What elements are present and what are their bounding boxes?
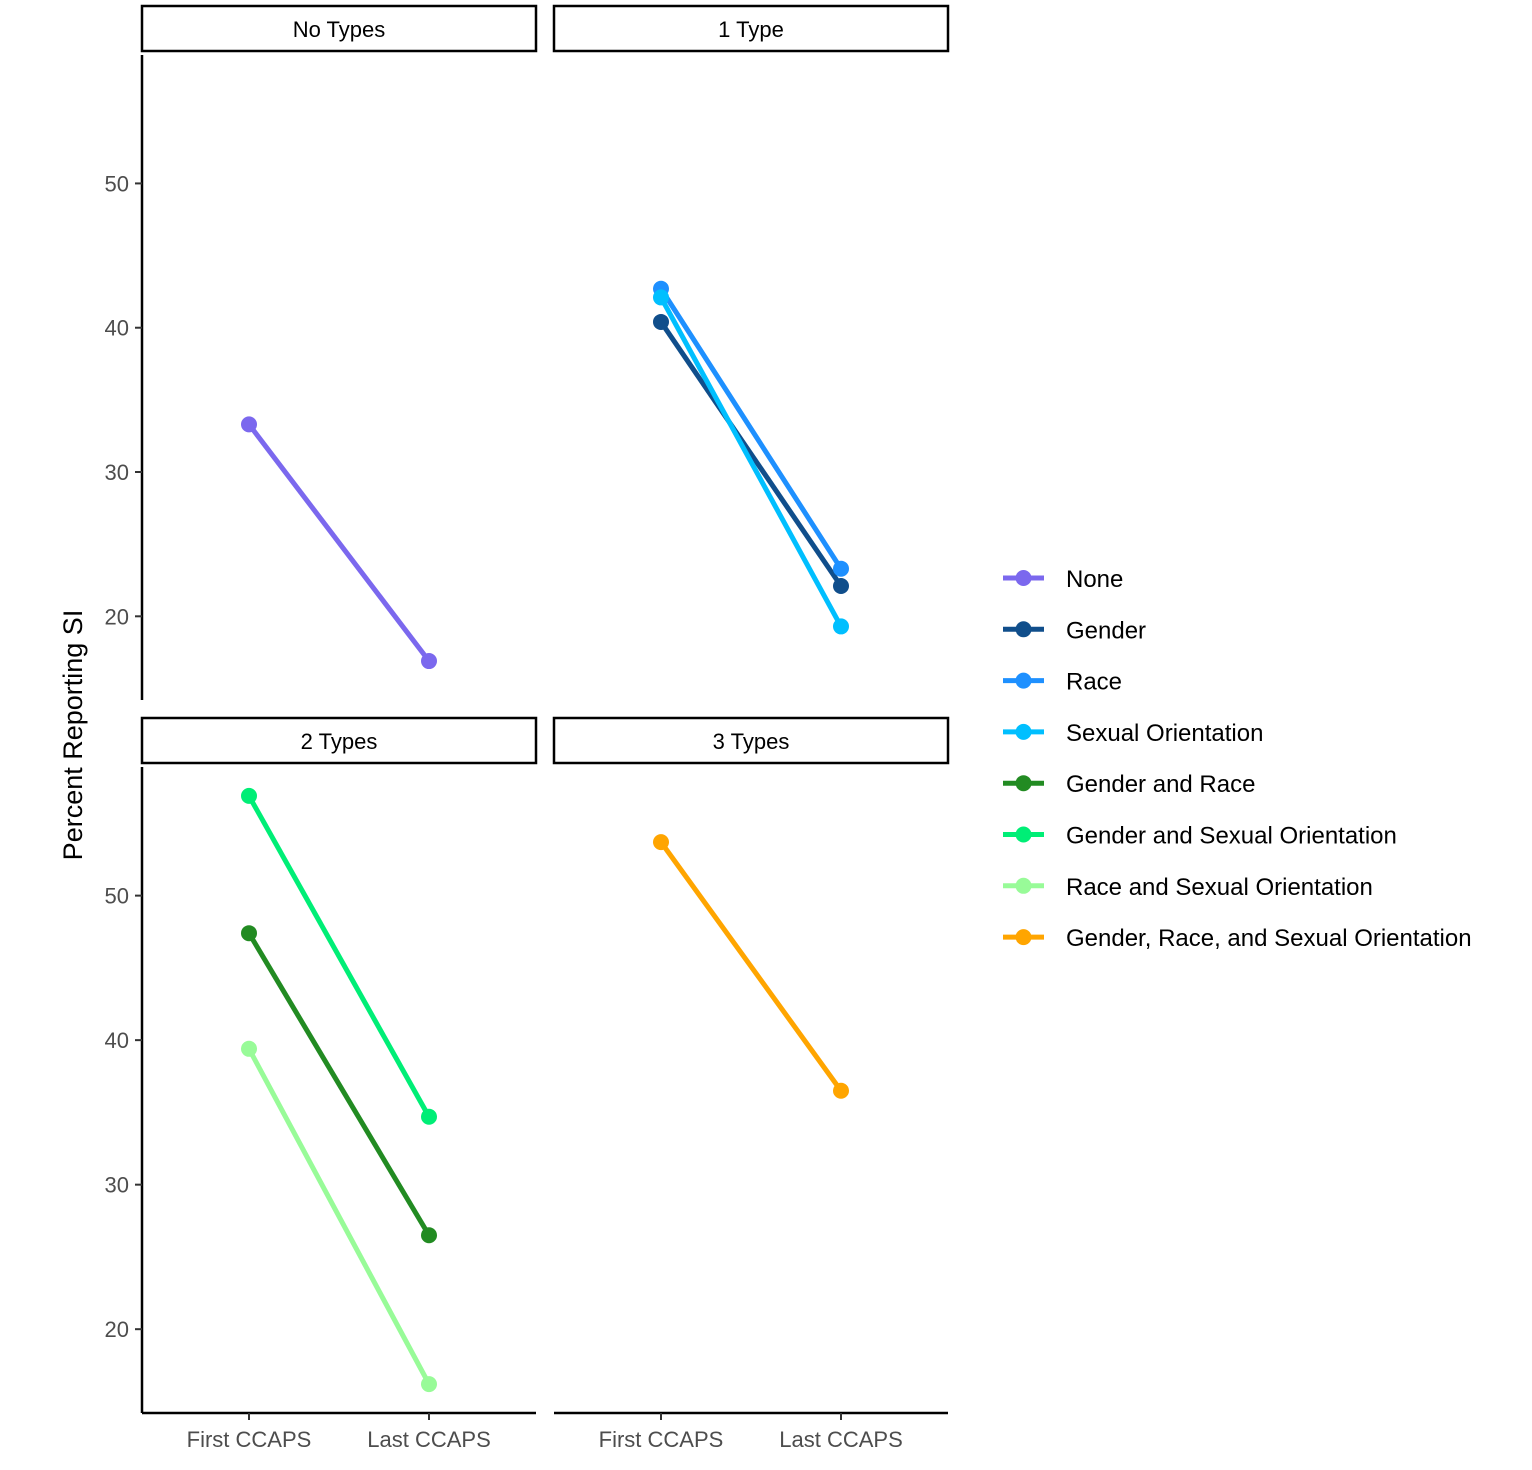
y-tick-label: 50	[105, 884, 129, 909]
y-axis-label: Percent Reporting SI	[58, 610, 88, 861]
legend-label: Sexual Orientation	[1066, 720, 1263, 747]
facet-strip	[552, 716, 950, 765]
facet-title: 3 Types	[713, 729, 790, 754]
legend-key-point	[1015, 570, 1032, 586]
legend-key-point	[1015, 672, 1032, 689]
x-tick-label: First CCAPS	[599, 1427, 724, 1452]
legend-key-point	[1015, 775, 1032, 792]
series-line	[247, 422, 431, 663]
series-line	[658, 296, 844, 628]
facet-strip	[140, 716, 538, 765]
series-line	[246, 931, 432, 1237]
data-point	[833, 1082, 849, 1099]
data-point	[653, 289, 669, 306]
y-tick-label: 30	[105, 1173, 129, 1198]
x-tick-label: Last CCAPS	[779, 1427, 903, 1452]
legend-key-point	[1015, 877, 1032, 894]
facet-strip	[552, 4, 950, 53]
y-tick-label: 50	[105, 171, 129, 196]
legend-key-point	[1015, 826, 1032, 843]
facet-title: No Types	[293, 17, 386, 42]
series-line	[658, 287, 844, 571]
legend-label: Gender, Race, and Sexual Orientation	[1066, 925, 1472, 952]
data-point	[241, 925, 257, 942]
data-point	[421, 1108, 437, 1125]
data-point	[421, 1376, 437, 1393]
data-point	[653, 834, 669, 851]
x-tick-label: Last CCAPS	[367, 1427, 491, 1452]
data-point	[241, 1040, 257, 1057]
facet-title: 2 Types	[301, 729, 378, 754]
series-line	[246, 1047, 432, 1386]
x-tick-label: First CCAPS	[187, 1427, 312, 1452]
facet-strip	[140, 4, 538, 53]
data-point	[833, 560, 849, 577]
legend-label: Gender	[1066, 617, 1146, 644]
y-tick-label: 30	[105, 460, 129, 485]
y-tick-label: 40	[105, 1028, 129, 1053]
data-point	[833, 578, 849, 595]
legend-label: None	[1066, 566, 1123, 593]
legend-label: Gender and Race	[1066, 771, 1255, 798]
data-point	[421, 653, 437, 670]
facet-title: 1 Type	[718, 17, 784, 42]
y-tick-label: 40	[105, 316, 129, 341]
data-point	[833, 618, 849, 635]
y-tick-label: 20	[105, 604, 129, 629]
legend-key-point	[1015, 929, 1032, 946]
y-tick-label: 20	[105, 1317, 129, 1342]
data-point	[653, 313, 669, 330]
data-point	[241, 416, 257, 433]
series-line	[658, 840, 844, 1093]
legend-label: Gender and Sexual Orientation	[1066, 823, 1397, 850]
data-point	[241, 787, 257, 804]
series-line	[246, 794, 432, 1118]
legend-key-point	[1015, 621, 1032, 638]
data-point	[421, 1227, 437, 1244]
legend-key-point	[1015, 723, 1032, 740]
legend-label: Race	[1066, 669, 1122, 696]
legend-label: Race and Sexual Orientation	[1066, 874, 1373, 901]
series-line	[658, 320, 844, 588]
